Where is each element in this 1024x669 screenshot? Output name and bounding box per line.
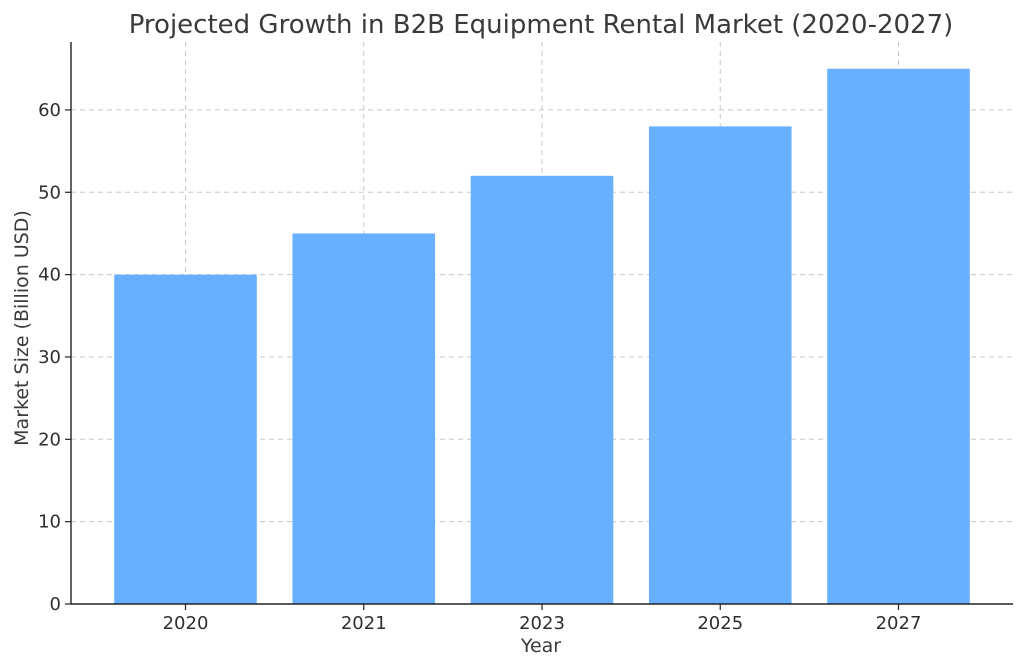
chart-title: Projected Growth in B2B Equipment Rental… <box>129 10 954 40</box>
x-tick-label: 2021 <box>341 613 387 634</box>
x-axis-label: Year <box>520 635 561 657</box>
y-tick-label: 30 <box>38 347 61 368</box>
y-tick-label: 10 <box>38 512 61 533</box>
y-tick-label: 20 <box>38 429 61 450</box>
y-tick-label: 50 <box>38 182 61 203</box>
y-tick-label: 0 <box>50 594 61 615</box>
bar-2021 <box>292 233 436 604</box>
y-tick-label: 40 <box>38 265 61 286</box>
bar-2025 <box>648 126 792 605</box>
axes <box>65 42 1013 610</box>
y-axis-label: Market Size (Billion USD) <box>11 210 33 446</box>
bars <box>114 68 970 605</box>
y-tick-label: 60 <box>38 100 61 121</box>
x-tick-label: 2023 <box>519 613 565 634</box>
bar-2023 <box>470 175 614 605</box>
bar-2027 <box>827 68 970 604</box>
x-tick-label: 2020 <box>163 613 209 634</box>
x-tick-label: 2027 <box>876 613 922 634</box>
bar-2020 <box>114 274 257 604</box>
x-tick-label: 2025 <box>697 613 743 634</box>
tick-labels: 0 10 20 30 40 50 60 2020 2021 2023 2025 2027 <box>38 100 921 634</box>
